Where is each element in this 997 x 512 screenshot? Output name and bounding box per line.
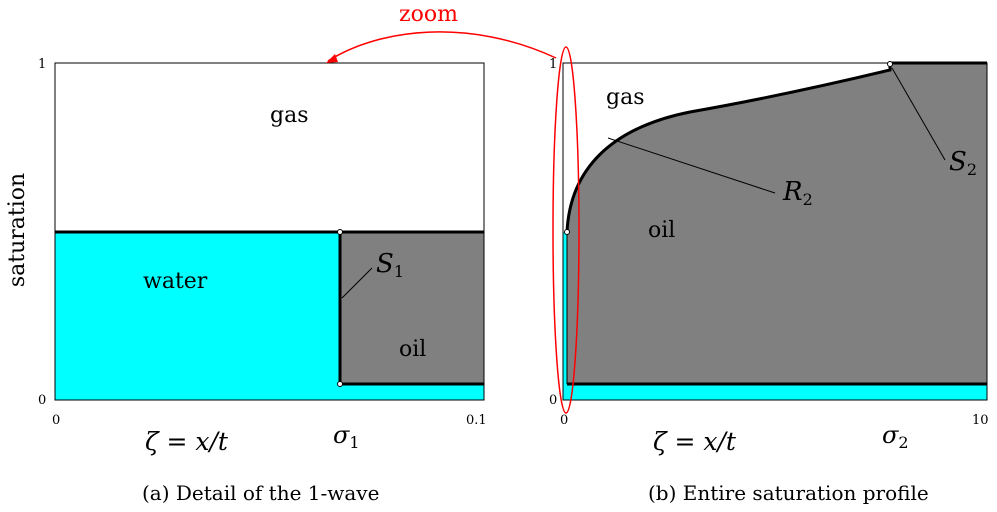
zoom-annotation: zoom	[326, 2, 580, 414]
rarefaction-leader-b	[607, 137, 776, 194]
shock-leader-b	[891, 67, 946, 161]
x-axis-label-a: ζ = x/t	[145, 427, 229, 456]
x-tick-left-a: 0	[52, 413, 60, 428]
x-tick-left-b: 0	[560, 413, 568, 428]
y-tick-top-a: 1	[38, 57, 46, 72]
zoom-arrowhead	[326, 54, 338, 63]
region-water-a	[55, 232, 340, 400]
y-tick-bottom-a: 0	[38, 393, 46, 408]
region-label-water-a: water	[143, 269, 208, 294]
region-water-left-b	[563, 232, 567, 400]
x-axis-label-b: ζ = x/t	[653, 427, 737, 456]
shock-label-b: S2	[949, 147, 977, 179]
shock-label-a: S1	[376, 249, 404, 281]
frame-b	[562, 62, 988, 401]
point-shock-b	[887, 61, 893, 67]
panel-b: 1 0 0 σ2 10 ζ = x/t gas oil R2 S2 (b) En…	[549, 57, 989, 505]
x-tick-mid-b: σ2	[882, 421, 909, 452]
region-label-oil-a: oil	[399, 337, 426, 362]
shock-point-top-a	[337, 229, 343, 235]
x-tick-right-b: 10	[972, 413, 989, 428]
y-tick-bottom-b: 0	[549, 393, 557, 408]
y-axis-label: saturation	[5, 173, 30, 287]
shock-point-bottom-a	[337, 381, 343, 387]
region-label-gas-b: gas	[606, 85, 645, 110]
region-water-strip-a	[340, 384, 484, 400]
caption-a: (a) Detail of the 1-wave	[142, 481, 379, 505]
region-water-bottom-b	[563, 384, 987, 400]
region-oil-b	[567, 63, 987, 384]
zoom-arrow	[327, 31, 557, 62]
x-tick-mid-a: σ1	[333, 421, 360, 452]
caption-b: (b) Entire saturation profile	[648, 481, 929, 505]
rarefaction-label-b: R2	[782, 177, 813, 209]
rarefaction-curve-b	[565, 61, 987, 233]
x-tick-right-a: 0.1	[466, 413, 487, 428]
point-left-b	[564, 229, 570, 235]
y-tick-top-b: 1	[549, 57, 557, 72]
region-label-oil-b: oil	[648, 218, 675, 243]
region-label-gas-a: gas	[270, 103, 309, 128]
region-oil-a	[340, 232, 484, 384]
panel-a: 1 0 0 σ1 0.1 ζ = x/t gas water oil S1 (a…	[38, 57, 487, 505]
zoom-ellipse	[552, 46, 580, 414]
zoom-label: zoom	[399, 2, 458, 27]
shock-leader-a	[341, 267, 373, 299]
